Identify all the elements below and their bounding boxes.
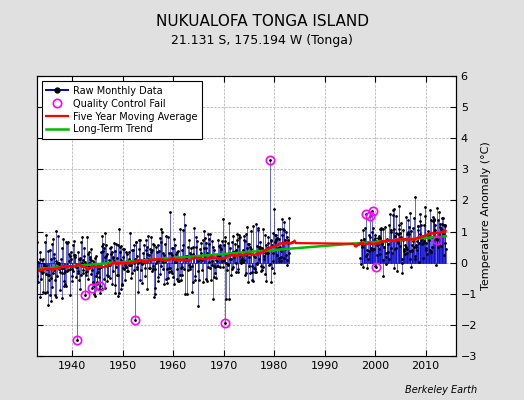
Text: 21.131 S, 175.194 W (Tonga): 21.131 S, 175.194 W (Tonga) [171, 34, 353, 47]
Text: NUKUALOFA TONGA ISLAND: NUKUALOFA TONGA ISLAND [156, 14, 368, 29]
Y-axis label: Temperature Anomaly (°C): Temperature Anomaly (°C) [482, 142, 492, 290]
Text: Berkeley Earth: Berkeley Earth [405, 385, 477, 395]
Legend: Raw Monthly Data, Quality Control Fail, Five Year Moving Average, Long-Term Tren: Raw Monthly Data, Quality Control Fail, … [41, 81, 202, 139]
